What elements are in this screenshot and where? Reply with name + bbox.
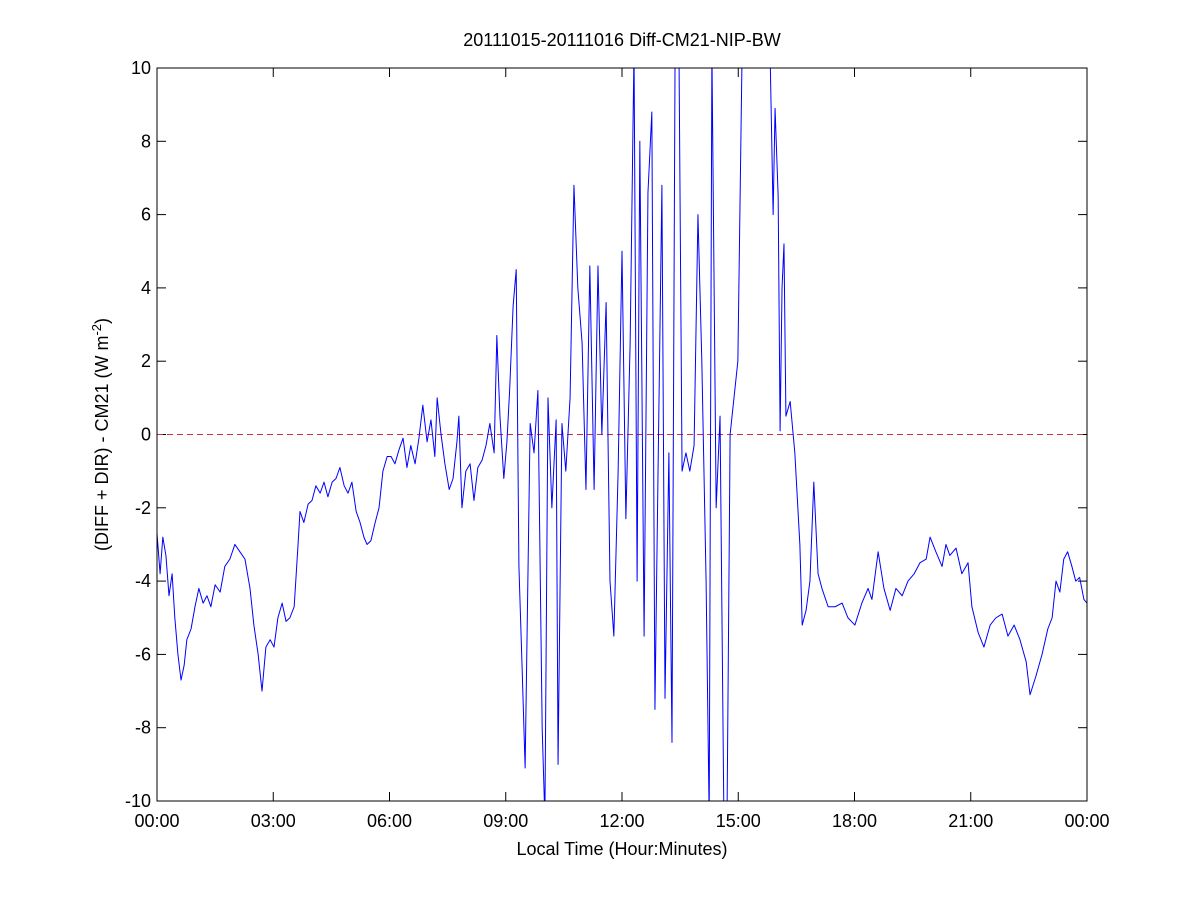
plot-frame — [156, 67, 1088, 802]
data-line — [157, 68, 1087, 801]
y-tick-label: -2 — [135, 498, 151, 518]
x-tick-label: 00:00 — [1064, 811, 1109, 831]
x-tick-label: 18:00 — [832, 811, 877, 831]
x-tick-label: 12:00 — [599, 811, 644, 831]
y-tick-label: -6 — [135, 644, 151, 664]
chart-title: 20111015-20111016 Diff-CM21-NIP-BW — [463, 30, 781, 50]
y-tick-label: -4 — [135, 571, 151, 591]
y-tick-label: 4 — [141, 278, 151, 298]
x-tick-label: 21:00 — [948, 811, 993, 831]
x-tick-label: 03:00 — [251, 811, 296, 831]
y-axis-label-superscript: -2 — [89, 324, 104, 336]
x-tick-label: 00:00 — [134, 811, 179, 831]
y-tick-label: 2 — [141, 351, 151, 371]
y-tick-label: 8 — [141, 131, 151, 151]
y-tick-label: -10 — [125, 791, 151, 811]
y-axis-label: (DIFF + DIR) - CM21 (W m-2) — [89, 318, 113, 551]
y-tick-label: 0 — [141, 425, 151, 445]
x-tick-label: 09:00 — [483, 811, 528, 831]
y-tick-label: 6 — [141, 205, 151, 225]
y-axis-label-suffix: ) — [92, 318, 112, 324]
x-tick-label: 15:00 — [716, 811, 761, 831]
y-tick-label: -8 — [135, 718, 151, 738]
x-axis-label: Local Time (Hour:Minutes) — [516, 839, 727, 859]
y-tick-label: 10 — [131, 58, 151, 78]
y-axis-label-text: (DIFF + DIR) - CM21 (W m — [92, 336, 112, 551]
x-tick-label: 06:00 — [367, 811, 412, 831]
